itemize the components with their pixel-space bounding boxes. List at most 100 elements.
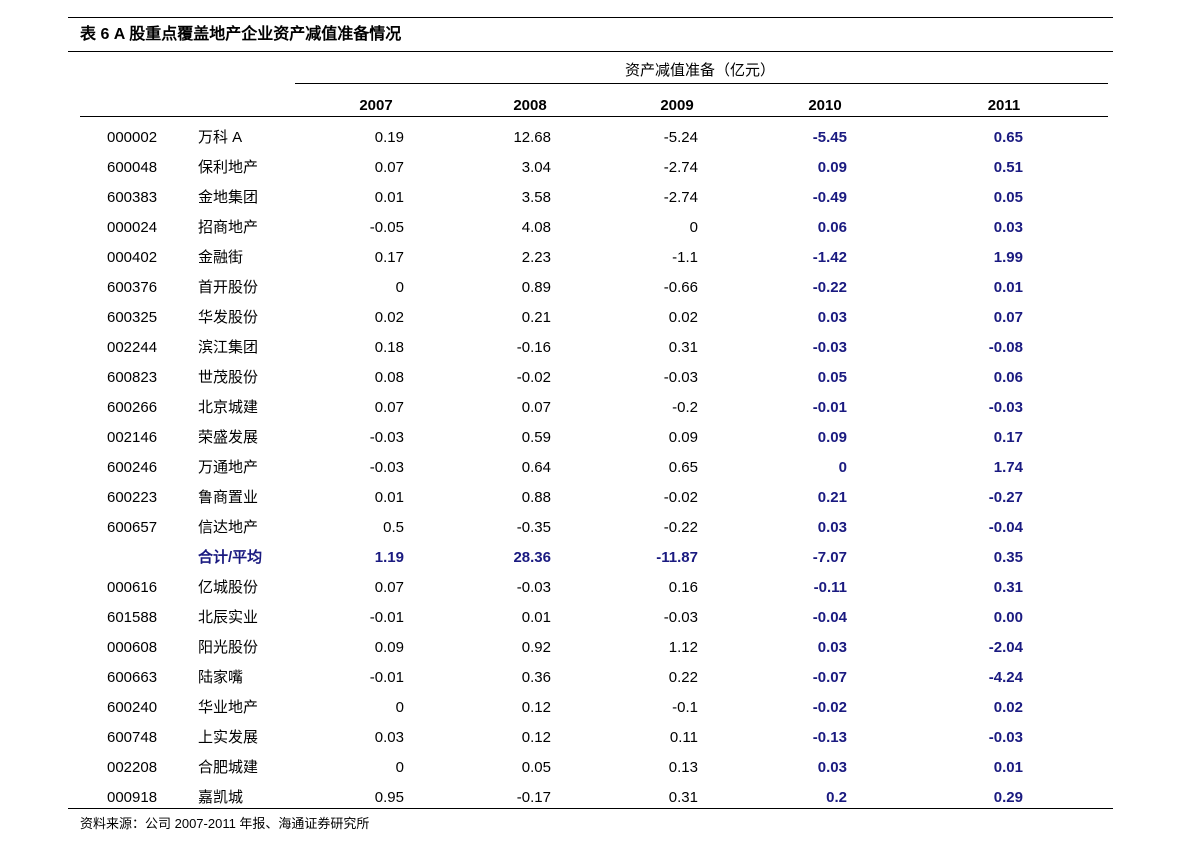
cell-value: 0.09 xyxy=(817,429,847,446)
stock-code: 600376 xyxy=(107,279,158,296)
stock-name: 合肥城建 xyxy=(198,759,259,776)
cell-value: 0.18 xyxy=(374,339,404,356)
stock-code: 002244 xyxy=(107,339,158,356)
cell-value: 0.02 xyxy=(668,309,698,326)
stock-name: 北辰实业 xyxy=(198,609,259,626)
cell-value: 28.36 xyxy=(513,549,551,566)
cell-value: 0.21 xyxy=(817,489,847,506)
stock-name: 金地集团 xyxy=(198,189,259,206)
stock-code: 600246 xyxy=(107,459,158,476)
cell-value: -4.24 xyxy=(988,669,1023,686)
cell-value: 0.65 xyxy=(668,459,698,476)
stock-code: 000616 xyxy=(107,579,158,596)
cell-value: 0.03 xyxy=(817,309,847,326)
cell-value: 0.17 xyxy=(374,249,404,266)
cell-value: 0.07 xyxy=(374,159,404,176)
stock-code: 000402 xyxy=(107,249,158,266)
cell-value: 0.17 xyxy=(993,429,1023,446)
cell-value: -0.07 xyxy=(812,669,847,686)
cell-value: -0.03 xyxy=(369,459,404,476)
stock-code: 600663 xyxy=(107,669,158,686)
stock-code: 000918 xyxy=(107,789,158,806)
cell-value: 0.01 xyxy=(374,189,404,206)
cell-value: -0.03 xyxy=(369,429,404,446)
cell-value: 0.59 xyxy=(521,429,551,446)
cell-value: 0.12 xyxy=(521,729,551,746)
cell-value: 0.22 xyxy=(668,669,698,686)
cell-value: 0.16 xyxy=(668,579,698,596)
cell-value: -0.08 xyxy=(988,339,1023,356)
year-header: 2008 xyxy=(513,97,547,114)
cell-value: 0 xyxy=(838,459,847,476)
cell-value: -0.04 xyxy=(812,609,847,626)
cell-value: 0.06 xyxy=(993,369,1023,386)
cell-value: 0.09 xyxy=(374,639,404,656)
cell-value: 0.19 xyxy=(374,129,404,146)
cell-value: 0.07 xyxy=(993,309,1023,326)
cell-value: -5.24 xyxy=(663,129,698,146)
cell-value: 0.01 xyxy=(993,279,1023,296)
cell-value: 0.08 xyxy=(374,369,404,386)
cell-value: -0.16 xyxy=(516,339,551,356)
cell-value: 12.68 xyxy=(513,129,551,146)
cell-value: 0.03 xyxy=(993,219,1023,236)
cell-value: -0.01 xyxy=(369,609,404,626)
cell-value: 0.06 xyxy=(817,219,847,236)
cell-value: 0.01 xyxy=(993,759,1023,776)
cell-value: -0.01 xyxy=(812,399,847,416)
cell-value: 0.51 xyxy=(993,159,1023,176)
stock-code: 600383 xyxy=(107,189,158,206)
cell-value: 0.01 xyxy=(521,609,551,626)
stock-name: 上实发展 xyxy=(198,729,259,746)
cell-value: -0.03 xyxy=(663,369,698,386)
bottom-rule xyxy=(68,808,1113,809)
header-rule xyxy=(80,116,1108,117)
cell-value: 0.64 xyxy=(521,459,551,476)
stock-name: 招商地产 xyxy=(198,219,259,236)
cell-value: 0.11 xyxy=(669,729,698,746)
stock-name: 北京城建 xyxy=(198,399,259,416)
cell-value: -0.03 xyxy=(988,729,1023,746)
cell-value: -0.03 xyxy=(663,609,698,626)
stock-name: 首开股份 xyxy=(198,279,259,296)
year-header: 2007 xyxy=(359,97,393,114)
cell-value: -0.13 xyxy=(812,729,847,746)
stock-name: 鲁商置业 xyxy=(198,489,259,506)
title-rule xyxy=(68,51,1113,52)
cell-value: 1.12 xyxy=(668,639,698,656)
table-title: 表 6 A 股重点覆盖地产企业资产减值准备情况 xyxy=(80,26,402,43)
cell-value: -7.07 xyxy=(812,549,847,566)
cell-value: 0.65 xyxy=(993,129,1023,146)
cell-value: -0.01 xyxy=(369,669,404,686)
cell-value: -0.03 xyxy=(516,579,551,596)
cell-value: -0.11 xyxy=(813,579,847,596)
stock-name: 华发股份 xyxy=(198,309,259,326)
cell-value: 0.31 xyxy=(668,339,698,356)
stock-name: 世茂股份 xyxy=(198,369,259,386)
cell-value: 3.58 xyxy=(521,189,551,206)
cell-value: 0.05 xyxy=(521,759,551,776)
cell-value: 0.31 xyxy=(993,579,1023,596)
stock-name: 滨江集团 xyxy=(198,339,259,356)
cell-value: 0.03 xyxy=(817,519,847,536)
cell-value: -0.22 xyxy=(663,519,698,536)
cell-value: 1.19 xyxy=(374,549,404,566)
group-rule xyxy=(295,83,1108,84)
stock-code: 600748 xyxy=(107,729,158,746)
cell-value: -0.03 xyxy=(988,399,1023,416)
stock-code: 002146 xyxy=(107,429,158,446)
stock-name: 合计/平均 xyxy=(198,549,263,566)
cell-value: 0.92 xyxy=(521,639,551,656)
cell-value: 0.36 xyxy=(521,669,551,686)
stock-code: 000024 xyxy=(107,219,158,236)
source-note: 资料来源：公司 2007-2011 年报、海通证券研究所 xyxy=(80,816,370,831)
cell-value: 0.12 xyxy=(521,699,551,716)
stock-code: 002208 xyxy=(107,759,158,776)
cell-value: 0.09 xyxy=(817,159,847,176)
cell-value: 0.31 xyxy=(668,789,698,806)
year-header: 2010 xyxy=(808,97,842,114)
cell-value: 0.21 xyxy=(521,309,551,326)
cell-value: 0.09 xyxy=(668,429,698,446)
cell-value: -0.49 xyxy=(812,189,847,206)
